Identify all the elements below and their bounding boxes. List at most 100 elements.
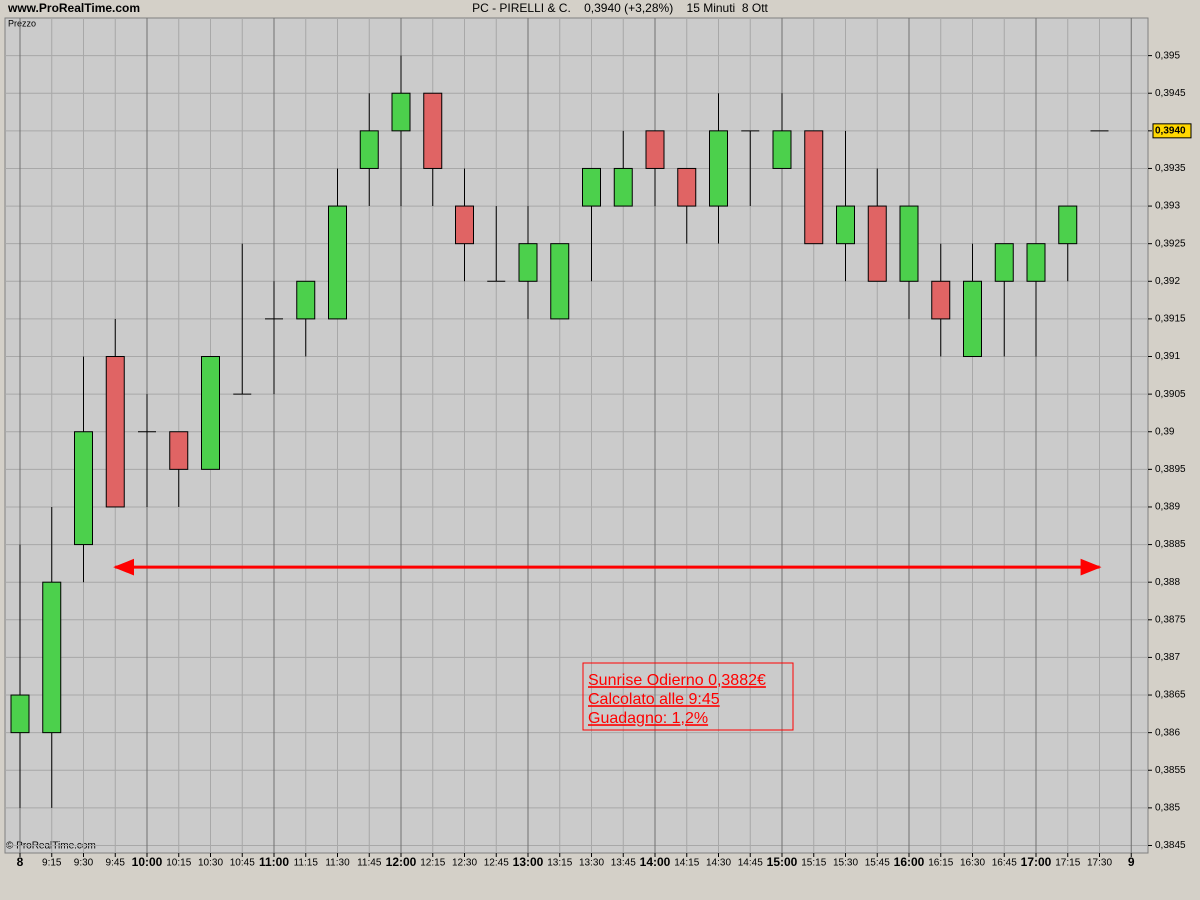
x-tick-label: 14:15 (674, 858, 699, 869)
candle-body (74, 431, 93, 546)
x-tick-label: 11:00 (259, 855, 289, 869)
site-name: www.ProRealTime.com (7, 1, 140, 15)
candle-body (455, 205, 474, 245)
candle-body (804, 130, 824, 245)
candle-body (677, 167, 697, 207)
chart-title: PC - PIRELLI & C. 0,3940 (+3,28%) 15 Min… (472, 1, 768, 15)
y-tick-label: 0,3845 (1155, 840, 1186, 851)
x-tick-label: 12:30 (452, 858, 477, 869)
x-tick-label: 10:15 (166, 858, 191, 869)
x-tick-label: 16:45 (992, 858, 1017, 869)
x-tick-label: 10:00 (132, 855, 163, 869)
candle-body (582, 167, 601, 207)
x-tick-label: 14:00 (640, 855, 671, 869)
candle-body (645, 130, 665, 169)
x-tick-label: 12:15 (420, 858, 445, 869)
x-tick-label: 9 (1128, 855, 1135, 869)
candle-body (709, 130, 728, 207)
candle-body (836, 205, 855, 245)
candle-body (899, 205, 919, 282)
y-tick-label: 0,3865 (1155, 690, 1186, 701)
x-tick-label: 16:00 (894, 855, 925, 869)
x-tick-label: 13:15 (547, 858, 572, 869)
y-tick-label: 0,388 (1155, 577, 1180, 588)
annotation-text: Sunrise Odierno 0,3882€ (588, 672, 766, 689)
y-tick-label: 0,3925 (1155, 238, 1186, 249)
y-tick-label: 0,3855 (1155, 765, 1186, 776)
x-tick-label: 15:00 (767, 855, 798, 869)
grid (5, 18, 1148, 853)
annotation-text: Guadagno: 1,2% (588, 710, 708, 727)
candle-body (359, 130, 379, 169)
candles (10, 55, 1109, 808)
annotation-box (582, 662, 794, 731)
annotation-text: Calcolato alle 9:45 (588, 691, 720, 708)
x-tick-label: 9:30 (74, 858, 94, 869)
x-tick-label: 16:30 (960, 858, 985, 869)
candle-body (10, 694, 30, 734)
y-tick-label: 0,393 (1155, 201, 1180, 212)
y-tick-label: 0,3905 (1155, 389, 1186, 400)
y-tick-label: 0,3915 (1155, 314, 1186, 325)
candle-body (391, 92, 411, 132)
plot-area (4, 17, 1149, 854)
x-tick-label: 8 (17, 855, 24, 869)
candle-body (772, 130, 792, 169)
x-tick-label: 15:15 (801, 858, 826, 869)
candle-body (931, 280, 951, 320)
y-tick-label: 0,3935 (1155, 163, 1186, 174)
x-tick-label: 11:45 (357, 858, 382, 869)
x-tick-label: 15:45 (865, 858, 890, 869)
candle-body (328, 205, 347, 320)
x-tick-label: 14:30 (706, 858, 731, 869)
x-tick-label: 13:00 (513, 855, 544, 869)
candle-body (867, 205, 887, 282)
y-tick-label: 0,389 (1155, 502, 1180, 513)
candle-body (550, 243, 570, 320)
y-tick-label: 0,39 (1155, 426, 1175, 437)
x-tick-label: 17:00 (1021, 855, 1052, 869)
x-tick-label: 11:15 (294, 858, 319, 869)
y-tick-label: 0,395 (1155, 50, 1180, 61)
x-tick-label: 9:15 (42, 858, 62, 869)
candle-body (423, 92, 443, 169)
y-tick-label: 0,392 (1155, 276, 1180, 287)
x-tick-label: 10:30 (198, 858, 223, 869)
last-price-label: 0,3940 (1155, 125, 1186, 136)
x-tick-label: 16:15 (928, 858, 953, 869)
y-tick-label: 0,387 (1155, 652, 1180, 663)
candle-body (963, 280, 982, 358)
x-tick-label: 12:00 (386, 855, 417, 869)
x-tick-label: 13:45 (611, 858, 636, 869)
x-tick-label: 17:30 (1087, 858, 1112, 869)
copyright: © ProRealTime.com (6, 841, 96, 852)
x-tick-label: 17:15 (1055, 858, 1080, 869)
y-tick-label: 0,3945 (1155, 88, 1186, 99)
candle-body (518, 243, 538, 282)
candle-body (613, 167, 633, 207)
candle-body (201, 356, 220, 470)
x-tick-label: 13:30 (579, 858, 604, 869)
y-tick-label: 0,3885 (1155, 539, 1186, 550)
x-tick-label: 10:45 (230, 858, 255, 869)
candle-body (42, 581, 62, 734)
y-tick-label: 0,385 (1155, 803, 1180, 814)
x-tick-label: 12:45 (484, 858, 509, 869)
y-tick-label: 0,391 (1155, 351, 1180, 362)
x-tick-label: 15:30 (833, 858, 858, 869)
y-tick-label: 0,3875 (1155, 614, 1186, 625)
candle-body (296, 280, 316, 320)
y-tick-label: 0,3895 (1155, 464, 1186, 475)
x-tick-label: 9:45 (106, 858, 126, 869)
candle-body (105, 356, 125, 508)
x-tick-label: 11:30 (325, 858, 350, 869)
candle-body (1058, 205, 1078, 245)
y-tick-label: 0,386 (1155, 727, 1180, 738)
last-price-box (1152, 123, 1192, 139)
candle-body (994, 243, 1014, 282)
x-tick-label: 14:45 (738, 858, 763, 869)
candle-body (169, 431, 189, 470)
y-axis-label: Prezzo (8, 18, 36, 28)
candle-body (1026, 243, 1046, 282)
